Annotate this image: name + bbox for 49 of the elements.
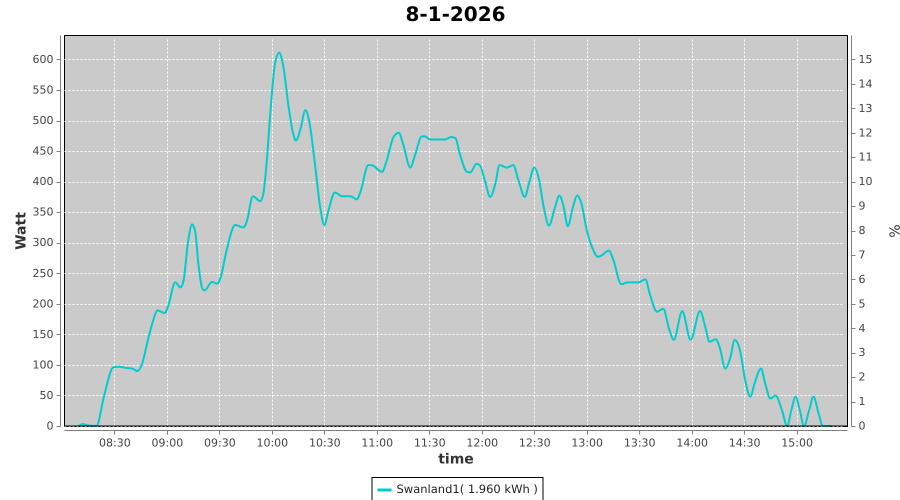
- x-tick-label: 10:00: [256, 436, 288, 450]
- x-tick-label: 13:00: [571, 436, 604, 450]
- y2-tick-label: 7: [858, 248, 866, 262]
- y-tick-label: 150: [32, 328, 54, 341]
- x-axis-title: time: [438, 452, 474, 468]
- legend-label: Swanland1( 1.960 kWh ): [396, 482, 538, 496]
- x-tick-label: 14:00: [676, 436, 708, 450]
- y-tick-label: 550: [32, 83, 54, 96]
- y2-tick-label: 8: [858, 224, 866, 237]
- x-tick-label: 12:00: [466, 436, 498, 450]
- y2-tick-label: 10: [858, 175, 872, 188]
- y-tick-label: 200: [32, 297, 54, 310]
- x-tick-label: 09:00: [152, 436, 184, 450]
- y2-tick-label: 9: [858, 200, 866, 213]
- y-tick-label: 50: [40, 388, 54, 402]
- y-tick-label: 300: [32, 236, 54, 250]
- x-tick-label: 14:30: [728, 436, 760, 450]
- y-tick-label: 600: [32, 52, 54, 66]
- y-tick-label: 250: [32, 266, 54, 280]
- y2-axis-title: %: [885, 224, 900, 238]
- y2-tick-label: 2: [858, 370, 866, 384]
- y2-tick-label: 13: [858, 102, 872, 115]
- y-axis-title: Watt: [14, 212, 30, 250]
- y2-tick-label: 0: [858, 420, 866, 432]
- y-tick-label: 400: [32, 175, 54, 188]
- y-tick-label: 450: [32, 144, 54, 158]
- y2-tick-label: 3: [858, 346, 866, 360]
- x-tick-label: 11:00: [361, 436, 394, 450]
- x-tick-label: 12:30: [518, 436, 551, 450]
- y-tick-label: 100: [32, 358, 54, 372]
- y2-tick-label: 6: [858, 272, 866, 286]
- y2-tick-label: 5: [858, 297, 866, 310]
- line-series: [78, 52, 832, 427]
- x-tick-label: 10:30: [308, 436, 341, 450]
- y-tick-label: 500: [32, 114, 54, 128]
- y2-tick-label: 11: [858, 150, 872, 164]
- y2-tick-label: 14: [858, 77, 872, 90]
- y2-tick-label: 12: [858, 126, 872, 140]
- x-tick-label: 09:30: [204, 436, 236, 450]
- x-tick-label: 13:30: [624, 436, 656, 450]
- x-tick-label: 15:00: [781, 436, 813, 450]
- y2-tick-label: 15: [858, 52, 872, 66]
- x-tick-label: 11:30: [414, 436, 446, 450]
- x-tick-label: 08:30: [99, 436, 131, 450]
- y-tick-label: 350: [32, 206, 54, 219]
- y-tick-label: 0: [46, 420, 54, 432]
- chart-title: 8-1-2026: [405, 2, 506, 26]
- y2-tick-label: 4: [858, 322, 866, 335]
- y2-tick-label: 1: [858, 395, 866, 408]
